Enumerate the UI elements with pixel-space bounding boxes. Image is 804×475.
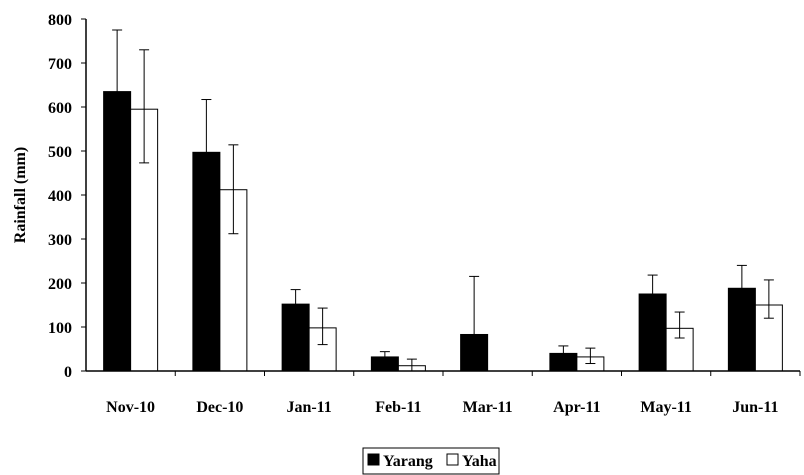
x-tick-label: Apr-11 [553, 399, 600, 416]
legend-swatch-yarang [367, 453, 380, 466]
x-tick-label: Dec-10 [196, 399, 243, 416]
x-tick-label: Mar-11 [463, 399, 513, 416]
x-axis-labels: Nov-10 Dec-10 Jan-11 Feb-11 Mar-11 Apr-11 May-… [106, 371, 801, 416]
bar-yaha [219, 189, 248, 372]
bar-yarang [103, 91, 132, 372]
y-tick-label: 200 [48, 276, 72, 293]
bar-yarang [370, 356, 399, 372]
bar-yarang [281, 303, 310, 372]
bar-yarang [460, 333, 489, 372]
y-tick-label: 100 [48, 320, 72, 337]
y-tick-label: 0 [64, 364, 72, 381]
y-axis-title: Rainfall (mm) [12, 147, 29, 243]
y-tick-label: 300 [48, 232, 72, 249]
x-tick-label: Nov-10 [106, 399, 155, 416]
y-tick-label: 500 [48, 144, 72, 161]
legend-swatch-yaha [446, 453, 459, 466]
bar-yarang [549, 352, 578, 372]
x-tick-label: May-11 [640, 399, 692, 416]
x-tick-label: Jan-11 [286, 399, 331, 416]
bar-yarang [638, 293, 667, 372]
bar-yarang [192, 151, 221, 372]
y-tick-label: 400 [48, 188, 72, 205]
legend-box [362, 447, 500, 475]
x-tick-label: Feb-11 [375, 399, 421, 416]
y-tick-label: 800 [48, 12, 72, 29]
error-bars [112, 29, 774, 372]
bars [103, 91, 783, 372]
x-tick-label: Jun-11 [732, 399, 778, 416]
legend: Yarang Yaha [362, 447, 500, 475]
y-axis-ticks: 0 100 200 300 400 500 600 700 800 [48, 12, 86, 381]
legend-label-yarang: Yarang [383, 453, 433, 470]
bar-yarang [727, 287, 756, 372]
y-tick-label: 700 [48, 56, 72, 73]
legend-label-yaha: Yaha [462, 453, 497, 470]
y-tick-label: 600 [48, 100, 72, 117]
